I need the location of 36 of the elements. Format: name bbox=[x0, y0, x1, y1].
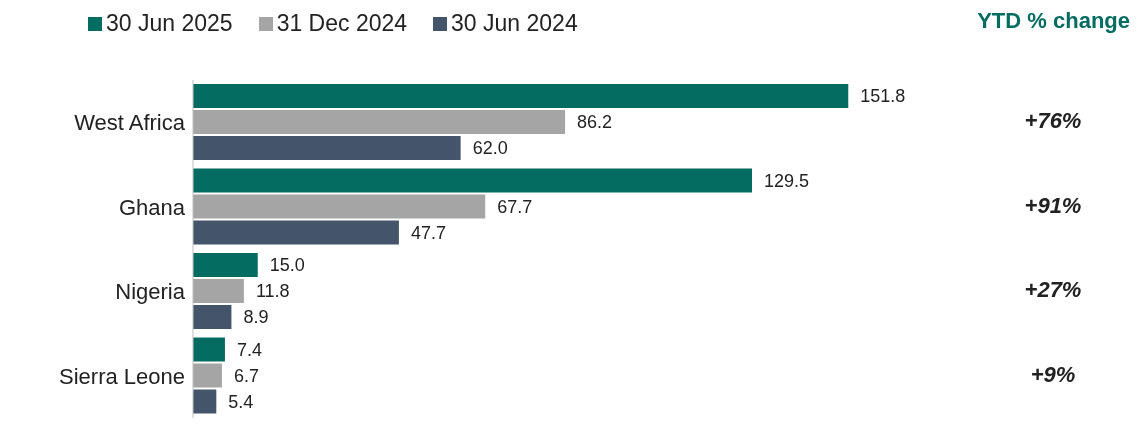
data-label: 7.4 bbox=[236, 339, 262, 360]
data-label: 47.7 bbox=[410, 222, 446, 243]
data-label: 62.0 bbox=[472, 138, 508, 159]
bar bbox=[193, 110, 566, 134]
data-label: 5.4 bbox=[228, 391, 254, 412]
bar bbox=[193, 253, 258, 277]
bar bbox=[193, 84, 849, 108]
bar bbox=[193, 168, 752, 193]
text: +27% bbox=[1023, 277, 1083, 304]
bar bbox=[193, 220, 399, 245]
y-tick-label: Nigeria bbox=[115, 279, 186, 305]
text: YTD % change bbox=[977, 8, 1130, 34]
y-tick-label: West Africa bbox=[74, 110, 186, 136]
data-label: 129.5 bbox=[764, 170, 810, 191]
text: +91% bbox=[1023, 192, 1083, 219]
bar bbox=[193, 279, 244, 303]
bar bbox=[193, 305, 232, 329]
bar bbox=[193, 194, 486, 219]
legend-label: 30 Jun 2024 bbox=[450, 10, 578, 37]
data-label: 67.7 bbox=[497, 196, 533, 217]
data-label: 6.7 bbox=[233, 365, 259, 386]
legend-label: 30 Jun 2025 bbox=[105, 10, 233, 37]
data-label: 151.8 bbox=[860, 86, 906, 107]
bar bbox=[193, 389, 217, 414]
data-label: 8.9 bbox=[243, 307, 269, 328]
legend-label: 31 Dec 2024 bbox=[275, 10, 408, 37]
bar bbox=[193, 363, 222, 388]
text: +9% bbox=[1029, 361, 1077, 388]
bar bbox=[193, 136, 461, 160]
y-tick-label: Ghana bbox=[118, 194, 186, 220]
text: +76% bbox=[1023, 108, 1083, 135]
data-label: 86.2 bbox=[577, 112, 613, 133]
y-tick-label: Sierra Leone bbox=[59, 363, 185, 389]
bar bbox=[193, 337, 225, 362]
data-label: 15.0 bbox=[269, 255, 305, 276]
data-label: 11.8 bbox=[255, 281, 290, 302]
